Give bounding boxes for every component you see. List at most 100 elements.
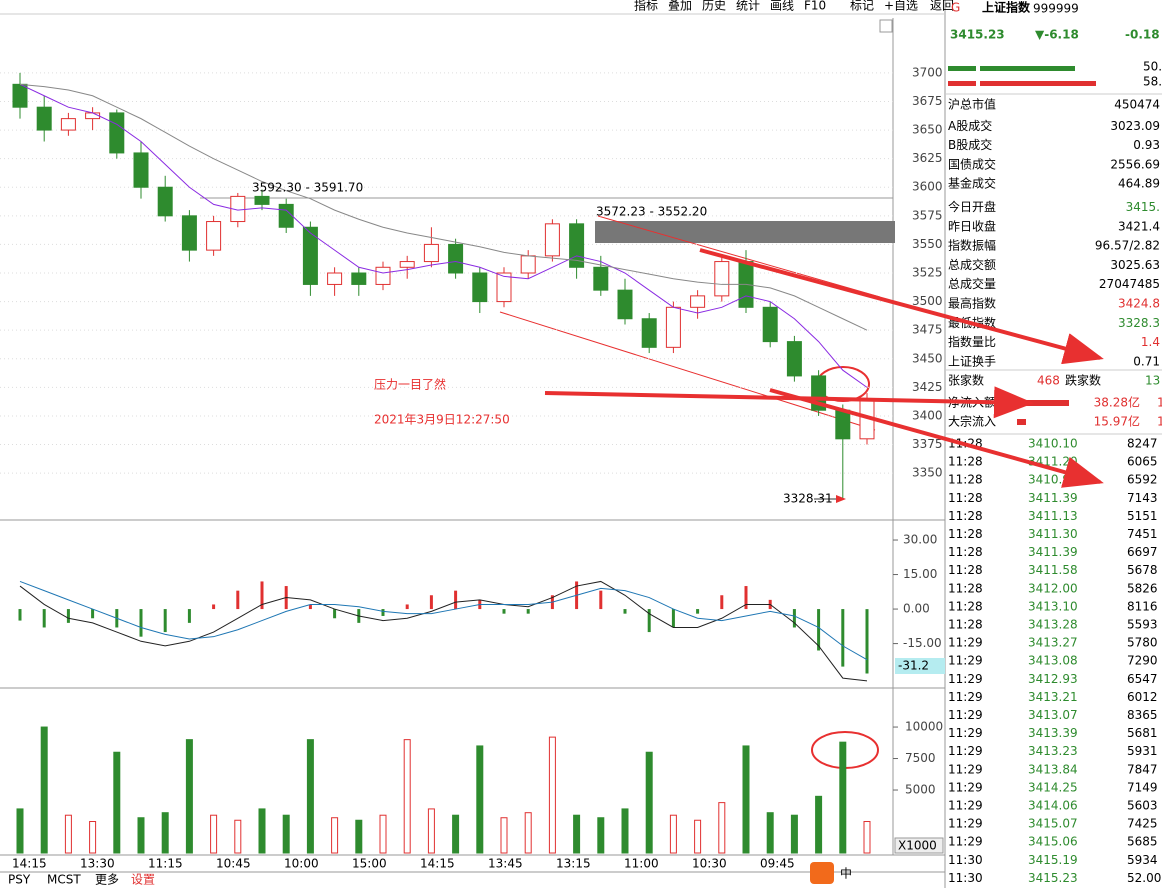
tick-volume: 7451 bbox=[1127, 527, 1158, 541]
toolbar-button[interactable]: 指标 bbox=[634, 0, 658, 13]
tick-time: 11:29 bbox=[948, 835, 983, 849]
stat-value: 0.71 bbox=[1133, 354, 1160, 368]
breadth-value: 13 bbox=[1145, 374, 1160, 388]
volume-bar bbox=[621, 808, 629, 854]
tab[interactable]: 设置 bbox=[131, 873, 155, 887]
tick-time: 11:29 bbox=[948, 708, 983, 722]
tick-volume: 5678 bbox=[1127, 563, 1158, 577]
tick-volume: 8116 bbox=[1127, 599, 1158, 613]
tick-price: 3411.30 bbox=[1028, 527, 1078, 541]
tab[interactable]: PSY bbox=[8, 873, 31, 887]
index-code: 999999 bbox=[1033, 2, 1079, 16]
change: ▼-6.18 bbox=[1035, 28, 1079, 42]
candle-body bbox=[762, 306, 778, 343]
candle-body bbox=[399, 261, 415, 268]
tick-time: 11:28 bbox=[948, 455, 983, 469]
tick-volume: 5593 bbox=[1127, 618, 1158, 632]
stat-value: 3421.4 bbox=[1118, 219, 1160, 233]
tick-volume: 6592 bbox=[1127, 473, 1158, 487]
stat-label: 指数量比 bbox=[948, 334, 996, 349]
tick-price: 3413.07 bbox=[1028, 708, 1078, 722]
y-tick-label: 3700 bbox=[912, 65, 943, 79]
annotation: 3572.23 - 3552.20 bbox=[596, 205, 707, 219]
tick-time: 11:28 bbox=[948, 581, 983, 595]
candle-body bbox=[109, 112, 125, 154]
flow-extra: 1 bbox=[1157, 396, 1162, 410]
y-tick-label: 10000 bbox=[905, 720, 943, 734]
volume-bar bbox=[524, 812, 532, 854]
volume-bar bbox=[548, 736, 556, 854]
volume-bar bbox=[476, 745, 484, 854]
tick-price: 3413.39 bbox=[1028, 726, 1078, 740]
toolbar-button[interactable]: 叠加 bbox=[668, 0, 692, 13]
tick-volume: 6547 bbox=[1127, 672, 1158, 686]
y-tick-label: 3450 bbox=[912, 351, 943, 365]
tick-volume: 7149 bbox=[1127, 780, 1158, 794]
stat-value: 450474 bbox=[1114, 98, 1160, 112]
tick-time: 11:29 bbox=[948, 636, 983, 650]
y-tick-label: 3375 bbox=[912, 437, 943, 451]
tick-price: 3414.06 bbox=[1028, 799, 1078, 813]
toolbar-button[interactable]: 返回 bbox=[930, 0, 954, 13]
x-tick-label: 14:15 bbox=[12, 857, 47, 871]
stat-value: 3025.63 bbox=[1110, 258, 1160, 272]
candle-body bbox=[206, 221, 222, 251]
toolbar-button[interactable]: +自选 bbox=[884, 0, 918, 13]
volume-bar bbox=[427, 808, 435, 854]
tick-volume: 5681 bbox=[1127, 726, 1158, 740]
tick-price: 3414.25 bbox=[1028, 780, 1078, 794]
tick-time: 11:29 bbox=[948, 726, 983, 740]
toolbar-button[interactable]: 标记 bbox=[850, 0, 874, 13]
flow-extra: 1 bbox=[1157, 415, 1162, 429]
flow-label: 大宗流入 bbox=[948, 414, 996, 429]
flow-value: 15.97亿 bbox=[1094, 414, 1140, 429]
corner-box[interactable] bbox=[879, 19, 893, 33]
tab[interactable]: 更多 bbox=[95, 873, 119, 887]
stat-value: 3023.09 bbox=[1110, 119, 1160, 133]
y-tick-label: 5000 bbox=[905, 783, 936, 797]
volume-bar bbox=[839, 741, 847, 854]
volume-bar bbox=[645, 751, 653, 854]
tick-volume: 7425 bbox=[1127, 817, 1158, 831]
toolbar-button[interactable]: F10 bbox=[804, 0, 826, 13]
x-tick-label: 11:15 bbox=[148, 857, 183, 871]
arrow bbox=[699, 248, 1104, 365]
tick-volume: 6012 bbox=[1127, 690, 1158, 704]
stat-label: 指数振幅 bbox=[948, 238, 996, 253]
stat-label: A股成交 bbox=[948, 118, 992, 133]
x-tick-label: 11:00 bbox=[624, 857, 659, 871]
candle-body bbox=[617, 289, 633, 320]
y-tick-label: -15.00 bbox=[903, 636, 942, 650]
unit: X1000 bbox=[898, 839, 937, 853]
candle-body bbox=[375, 266, 391, 285]
x-tick-label: 13:15 bbox=[556, 857, 591, 871]
y-tick-label: 3475 bbox=[912, 323, 943, 337]
toolbar-button[interactable]: 画线 bbox=[770, 0, 794, 13]
y-tick-label: 3650 bbox=[912, 123, 943, 137]
volume-bar bbox=[694, 819, 702, 854]
tick-price: 3413.84 bbox=[1028, 762, 1078, 776]
stat-label: 总成交量 bbox=[948, 276, 996, 291]
volume-bar bbox=[89, 821, 97, 854]
breadth-value: 468 bbox=[1037, 374, 1060, 388]
stat-label: 基金成交 bbox=[948, 176, 996, 191]
tick-volume: 7143 bbox=[1127, 491, 1158, 505]
x-tick-label: 13:30 bbox=[80, 857, 115, 871]
stat-value: 96.57/2.82 bbox=[1095, 239, 1160, 253]
volume-bar bbox=[742, 745, 750, 854]
toolbar-button[interactable]: 统计 bbox=[736, 0, 760, 13]
y-tick-label: 3350 bbox=[912, 466, 943, 480]
ime-label: 中 bbox=[840, 866, 852, 881]
bar bbox=[980, 66, 1075, 71]
volume-bar bbox=[452, 814, 460, 854]
stat-label: 今日开盘 bbox=[948, 199, 996, 214]
tick-price: 3413.23 bbox=[1028, 744, 1078, 758]
candle-body bbox=[423, 243, 439, 263]
tick-volume: 5685 bbox=[1127, 835, 1158, 849]
ma-line bbox=[19, 83, 868, 331]
ma-line bbox=[19, 83, 868, 388]
tick-time: 11:28 bbox=[948, 545, 983, 559]
tab[interactable]: MCST bbox=[47, 873, 81, 887]
toolbar-button[interactable]: 历史 bbox=[702, 0, 726, 13]
